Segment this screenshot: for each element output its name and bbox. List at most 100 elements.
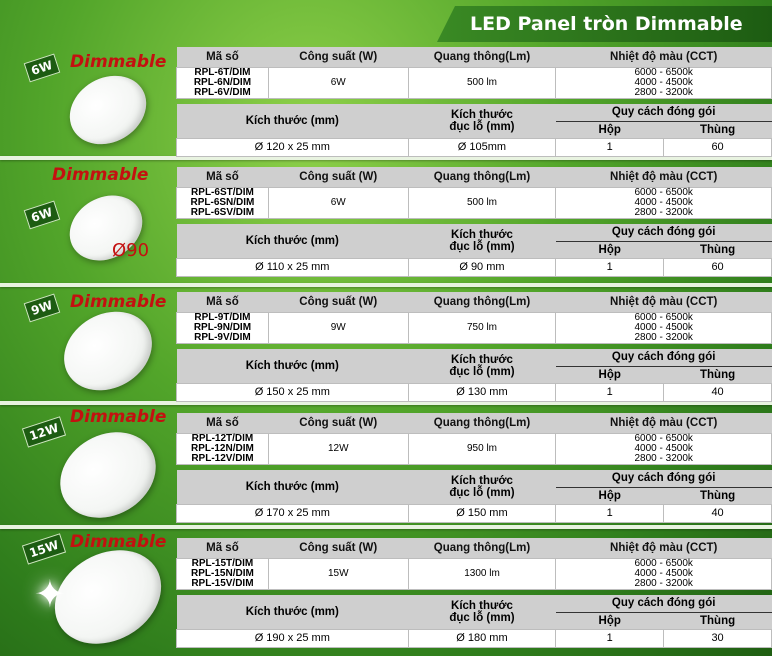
size-table: Kích thước (mm) Kích thước đục lỗ (mm) Qu…: [176, 470, 772, 523]
header-cong-suat: Công suất (W): [268, 413, 409, 433]
cct: 6000 - 6500k: [634, 311, 693, 323]
header-ma-so: Mã số: [176, 413, 269, 433]
cct: 6000 - 6500k: [634, 557, 693, 569]
header-quy-cach: Quy cách đóng gói: [555, 349, 772, 367]
thung-value: 60: [663, 137, 772, 157]
dimmable-label: Dimmable: [70, 52, 167, 72]
header-kich-thuoc-lo: Kích thước đục lỗ (mm): [408, 349, 556, 383]
header-nhiet-do: Nhiệt độ màu (CCT): [555, 47, 772, 67]
power-value: 9W: [267, 311, 409, 344]
section-divider: [0, 283, 772, 287]
cct-values: 6000 - 6500k 4000 - 4500k 2800 - 3200k: [555, 186, 772, 219]
header-quy-cach: Quy cách đóng gói: [555, 224, 772, 242]
thung-value: 60: [663, 257, 772, 277]
lumen-value: 750 lm: [407, 311, 557, 344]
hole-value: Ø 105mm: [407, 137, 557, 157]
wattage-badge: 15W: [21, 533, 67, 565]
hole-value: Ø 150 mm: [407, 503, 557, 523]
product-codes: RPL-15T/DIM RPL-15N/DIM RPL-15V/DIM: [176, 557, 269, 590]
wattage-badge: 9W: [23, 293, 60, 323]
section-divider: [0, 156, 772, 160]
cct: 2800 - 3200k: [634, 331, 693, 343]
header-ma-so: Mã số: [176, 292, 269, 312]
cct: 4000 - 4500k: [634, 567, 693, 579]
code: RPL-15N/DIM: [191, 567, 254, 579]
cct: 2800 - 3200k: [634, 577, 693, 589]
cct: 4000 - 4500k: [634, 442, 693, 454]
header-hop: Hộp: [555, 241, 664, 258]
size-table: Kích thước (mm) Kích thước đục lỗ (mm) Qu…: [176, 224, 772, 277]
header-quang-thong: Quang thông(Lm): [408, 47, 556, 67]
hdr-line: đục lỗ (mm): [449, 486, 515, 499]
header-quy-cach: Quy cách đóng gói: [555, 595, 772, 613]
section-divider: [0, 525, 772, 529]
hop-value: 1: [555, 257, 665, 277]
size-value: Ø 190 x 25 mm: [176, 628, 409, 648]
header-kich-thuoc: Kích thước (mm): [176, 349, 409, 383]
header-nhiet-do: Nhiệt độ màu (CCT): [555, 292, 772, 312]
spec-table: Mã số Công suất (W) Quang thông(Lm) Nhiệ…: [176, 167, 772, 219]
cct: 2800 - 3200k: [634, 206, 693, 218]
size-table: Kích thước (mm) Kích thước đục lỗ (mm) Qu…: [176, 104, 772, 157]
header-thung: Thùng: [663, 366, 772, 383]
hop-value: 1: [555, 503, 665, 523]
wattage-badge: 6W: [23, 200, 60, 230]
header-quang-thong: Quang thông(Lm): [408, 538, 556, 558]
header-ma-so: Mã số: [176, 47, 269, 67]
cct: 4000 - 4500k: [634, 321, 693, 333]
hdr-line: Kích thước: [451, 599, 513, 612]
size-value: Ø 150 x 25 mm: [176, 382, 409, 402]
header-nhiet-do: Nhiệt độ màu (CCT): [555, 538, 772, 558]
hop-value: 1: [555, 137, 665, 157]
page-title: LED Panel tròn Dimmable: [437, 6, 772, 42]
lumen-value: 500 lm: [407, 186, 557, 219]
header-cong-suat: Công suất (W): [268, 47, 409, 67]
code: RPL-6SV/DIM: [190, 206, 255, 218]
code: RPL-12T/DIM: [191, 432, 254, 444]
hdr-line: đục lỗ (mm): [449, 240, 515, 253]
header-kich-thuoc: Kích thước (mm): [176, 595, 409, 629]
cct: 4000 - 4500k: [634, 196, 693, 208]
cct: 6000 - 6500k: [634, 186, 693, 198]
header-quang-thong: Quang thông(Lm): [408, 413, 556, 433]
code: RPL-9T/DIM: [194, 311, 251, 323]
size-value: Ø 120 x 25 mm: [176, 137, 409, 157]
code: RPL-9N/DIM: [193, 321, 252, 333]
cct: 6000 - 6500k: [634, 66, 693, 78]
header-kich-thuoc-lo: Kích thước đục lỗ (mm): [408, 104, 556, 138]
header-thung: Thùng: [663, 241, 772, 258]
header-nhiet-do: Nhiệt độ màu (CCT): [555, 167, 772, 187]
spec-table: Mã số Công suất (W) Quang thông(Lm) Nhiệ…: [176, 413, 772, 465]
section-divider: [0, 401, 772, 405]
spec-table: Mã số Công suất (W) Quang thông(Lm) Nhiệ…: [176, 47, 772, 99]
header-thung: Thùng: [663, 487, 772, 504]
dimmable-label: Dimmable: [70, 292, 167, 312]
hdr-line: đục lỗ (mm): [449, 611, 515, 624]
cutout-label: Ø90: [112, 240, 150, 261]
spec-table: Mã số Công suất (W) Quang thông(Lm) Nhiệ…: [176, 292, 772, 344]
header-nhiet-do: Nhiệt độ màu (CCT): [555, 413, 772, 433]
header-quy-cach: Quy cách đóng gói: [555, 104, 772, 122]
header-cong-suat: Công suất (W): [268, 167, 409, 187]
cct: 6000 - 6500k: [634, 432, 693, 444]
header-hop: Hộp: [555, 121, 664, 138]
size-value: Ø 170 x 25 mm: [176, 503, 409, 523]
code: RPL-6SN/DIM: [190, 196, 255, 208]
product-codes: RPL-9T/DIM RPL-9N/DIM RPL-9V/DIM: [176, 311, 269, 344]
lumen-value: 950 lm: [407, 432, 557, 465]
size-value: Ø 110 x 25 mm: [176, 257, 409, 277]
product-codes: RPL-6T/DIM RPL-6N/DIM RPL-6V/DIM: [176, 66, 269, 99]
code: RPL-6T/DIM: [194, 66, 251, 78]
power-value: 15W: [267, 557, 409, 590]
hop-value: 1: [555, 382, 665, 402]
header-kich-thuoc-lo: Kích thước đục lỗ (mm): [408, 470, 556, 504]
code: RPL-12N/DIM: [191, 442, 254, 454]
code: RPL-9V/DIM: [194, 331, 251, 343]
wattage-badge: 12W: [21, 416, 67, 448]
sparkle-icon: ✦: [34, 574, 66, 616]
wattage-badge: 6W: [23, 53, 60, 83]
hole-value: Ø 180 mm: [407, 628, 557, 648]
cct-values: 6000 - 6500k 4000 - 4500k 2800 - 3200k: [555, 311, 772, 344]
cct: 2800 - 3200k: [634, 86, 693, 98]
size-table: Kích thước (mm) Kích thước đục lỗ (mm) Qu…: [176, 349, 772, 402]
